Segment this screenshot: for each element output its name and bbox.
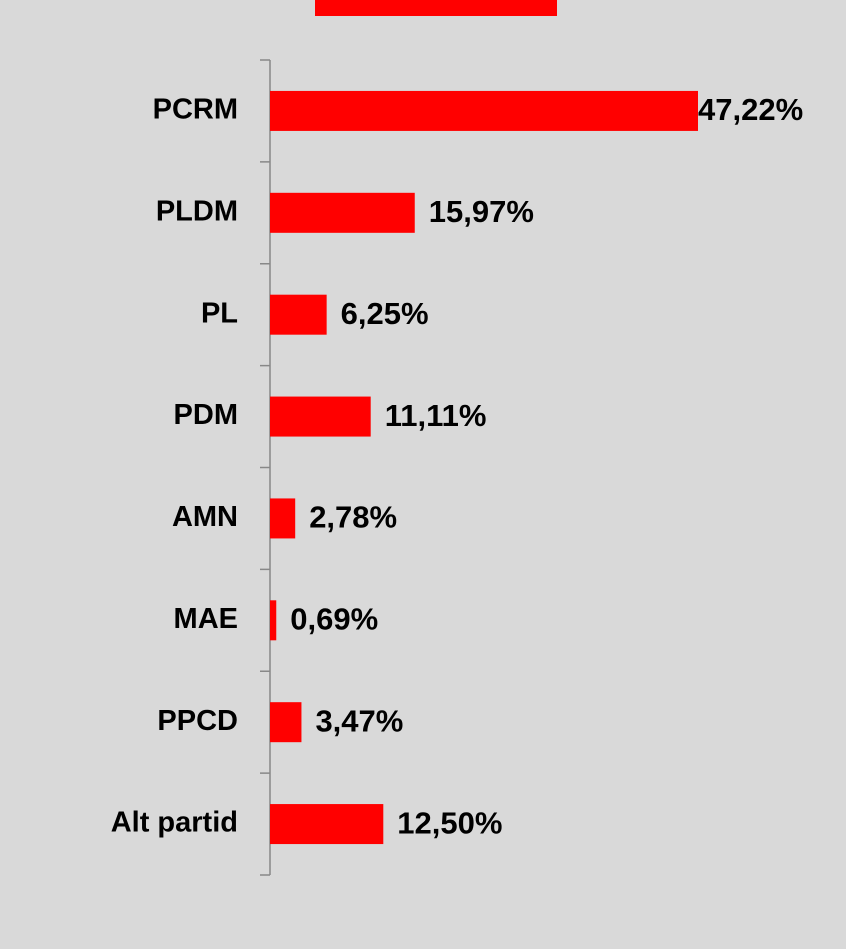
category-label: PPCD	[157, 705, 238, 737]
category-label: PL	[201, 297, 238, 329]
value-label: 47,22%	[698, 92, 803, 127]
value-label: 15,97%	[429, 194, 534, 229]
bar	[270, 600, 277, 641]
category-label: AMN	[172, 501, 238, 533]
bar	[270, 396, 371, 437]
category-label: Alt partid	[111, 807, 238, 839]
bar	[270, 498, 296, 539]
category-label: PDM	[174, 399, 238, 431]
value-label: 2,78%	[309, 500, 397, 535]
header-shape	[315, 0, 557, 16]
value-label: 12,50%	[397, 805, 502, 840]
value-label: 3,47%	[315, 703, 403, 738]
category-label: PCRM	[153, 94, 238, 126]
bar	[270, 702, 302, 743]
value-label: 11,11%	[385, 398, 487, 433]
category-label: PLDM	[156, 195, 238, 227]
bar	[270, 192, 415, 233]
value-label: 6,25%	[341, 296, 429, 331]
bar	[270, 90, 698, 131]
value-label: 0,69%	[290, 602, 378, 637]
bar	[270, 804, 384, 845]
bar	[270, 294, 327, 335]
category-label: MAE	[174, 603, 238, 635]
